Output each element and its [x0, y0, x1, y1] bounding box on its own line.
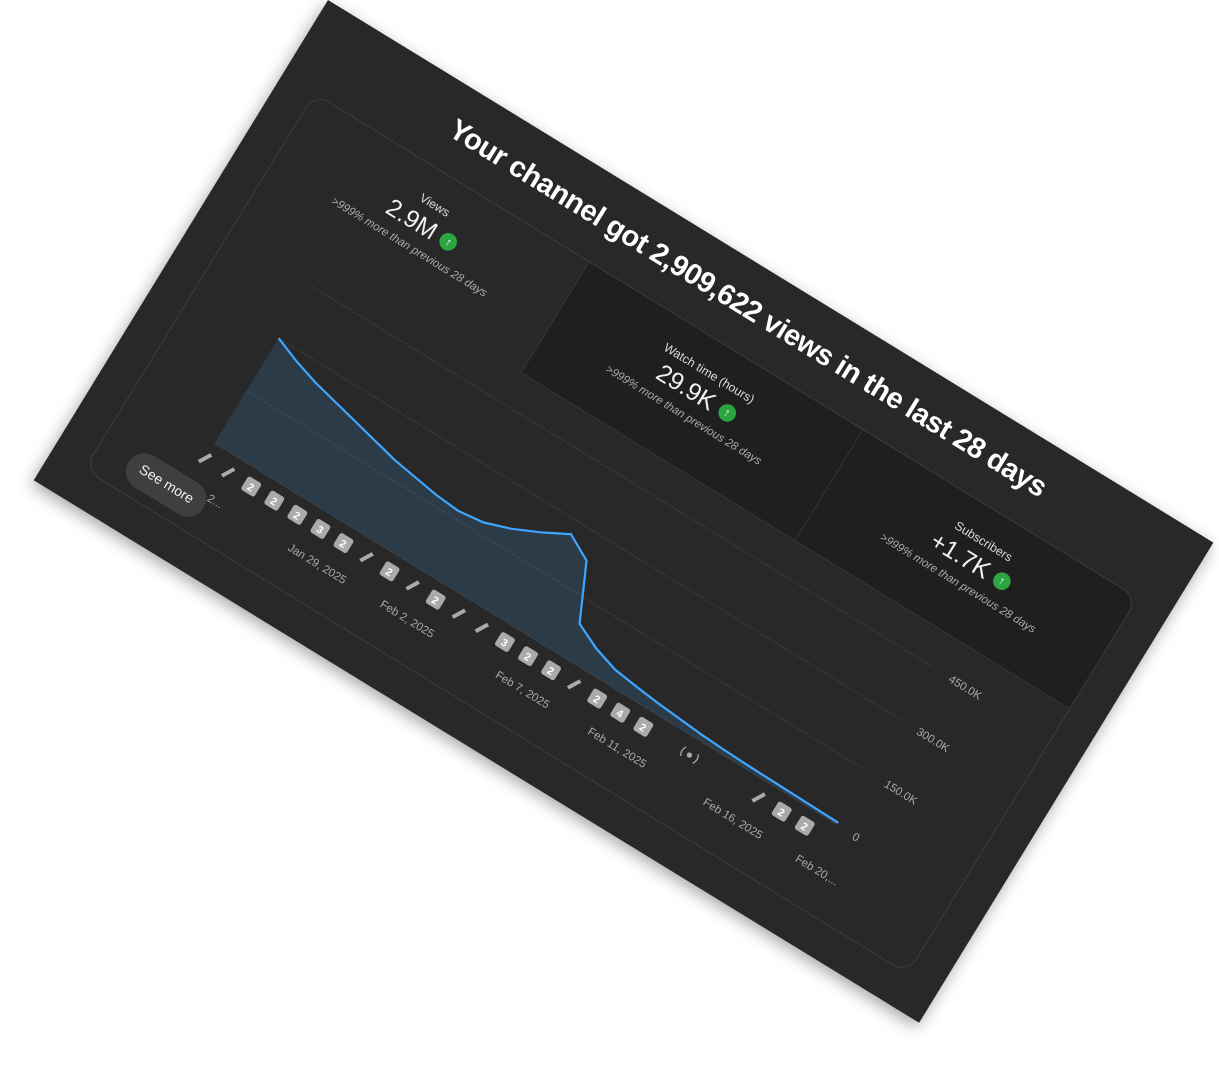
views-line — [277, 337, 839, 824]
upload-count-badge — [287, 504, 308, 525]
live-waves-icon — [680, 746, 699, 764]
metrics-card: Views 2.9M ↑ >999% more than previous 28… — [83, 92, 1139, 975]
x-tick-label: Feb 16, 2025 — [701, 797, 765, 842]
x-tick-label: Feb 20,... — [793, 853, 840, 888]
upload-count-badge — [495, 632, 515, 652]
shorts-icon — [197, 453, 213, 464]
arrow-up-icon: ↑ — [436, 229, 461, 255]
upload-count-text: 2 — [245, 481, 256, 494]
live-icon — [686, 752, 693, 758]
shorts-icon — [359, 552, 374, 563]
gridline — [214, 442, 838, 826]
gridline — [246, 390, 870, 773]
shorts-icon — [474, 622, 490, 633]
upload-count-text: 2 — [545, 665, 556, 678]
shorts-icon — [451, 608, 467, 619]
upload-count-badge — [425, 589, 446, 610]
analytics-panel: Your channel got 2,909,622 views in the … — [33, 0, 1214, 1023]
x-tick-label: Feb 7, 2025 — [493, 669, 551, 711]
upload-count-text: 2 — [383, 566, 394, 579]
upload-count-badge — [310, 519, 331, 539]
gridline — [278, 337, 902, 721]
upload-count-badge — [379, 561, 400, 582]
gridline — [310, 285, 934, 668]
x-tick-label: Feb 2, 2025 — [378, 599, 436, 641]
arrow-up-icon: ↑ — [714, 400, 740, 425]
upload-count-badge — [587, 688, 608, 709]
upload-count-text: 2 — [775, 806, 786, 819]
upload-count-badge — [610, 702, 631, 723]
upload-count-text: 2 — [637, 721, 648, 734]
upload-count-text: 2 — [268, 495, 279, 508]
upload-count-badge — [541, 660, 561, 681]
upload-count-text: 3 — [314, 523, 325, 536]
upload-count-text: 2 — [429, 594, 440, 607]
upload-count-badge — [241, 476, 262, 497]
upload-count-text: 3 — [499, 637, 510, 650]
upload-count-text: 4 — [614, 707, 625, 720]
upload-count-badge — [333, 533, 354, 553]
shorts-icon — [751, 792, 766, 803]
upload-count-text: 2 — [591, 693, 602, 706]
shorts-icon — [220, 467, 236, 478]
y-tick-label: 150.0K — [882, 779, 919, 808]
shorts-icon — [405, 580, 420, 591]
upload-count-badge — [771, 801, 792, 822]
upload-count-text: 2 — [337, 538, 348, 551]
upload-count-badge — [518, 646, 538, 667]
upload-count-text: 2 — [522, 651, 533, 664]
upload-count-text: 2 — [291, 509, 302, 522]
upload-count-badge — [633, 716, 654, 737]
y-tick-label: 0 — [850, 831, 862, 845]
y-tick-label: 300.0K — [914, 726, 951, 755]
area-fill — [214, 338, 839, 825]
arrow-up-icon: ↑ — [989, 568, 1014, 594]
y-tick-label: 450.0K — [946, 674, 983, 703]
upload-count-text: 2 — [798, 820, 809, 833]
upload-count-badge — [264, 490, 285, 511]
shorts-icon — [566, 679, 582, 690]
upload-count-badge — [794, 815, 815, 836]
